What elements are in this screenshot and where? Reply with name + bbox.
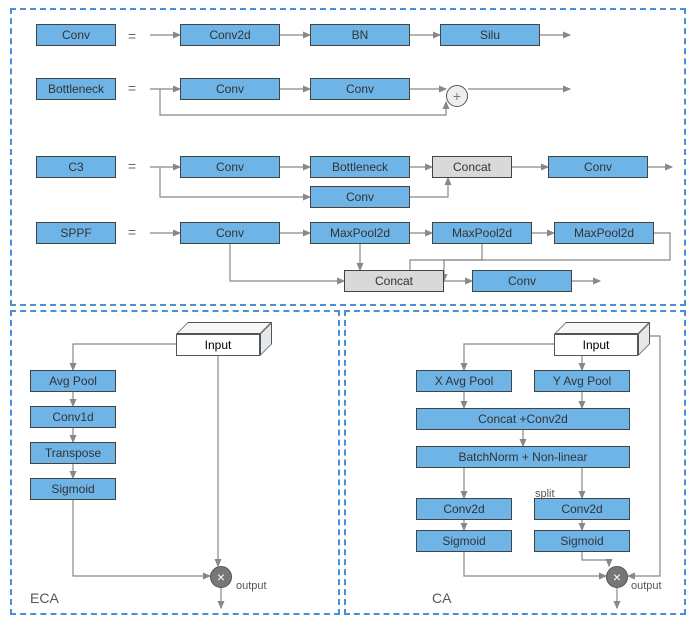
block-c3cat: Concat	[432, 156, 512, 178]
block-bnnl: BatchNorm + Non-linear	[416, 446, 630, 468]
input3d-eca: Input	[176, 322, 272, 356]
block-c3conv3: Conv	[548, 156, 648, 178]
block-catcv: Concat +Conv2d	[416, 408, 630, 430]
block-sigm_e: Sigmoid	[30, 478, 116, 500]
block-sppf: SPPF	[36, 222, 116, 244]
block-silu: Silu	[440, 24, 540, 46]
input3d-ca-label: Input	[554, 334, 638, 356]
block-c3: C3	[36, 156, 116, 178]
equals-1: =	[128, 80, 136, 96]
block-yavg: Y Avg Pool	[534, 370, 630, 392]
block-mp1: MaxPool2d	[310, 222, 410, 244]
block-mp2: MaxPool2d	[432, 222, 532, 244]
block-bconv1: Conv	[180, 78, 280, 100]
block-transp: Transpose	[30, 442, 116, 464]
block-conv2d: Conv2d	[180, 24, 280, 46]
circle-mult_ca: ×	[606, 566, 628, 588]
label-split: split	[535, 488, 555, 500]
label-ca: CA	[432, 590, 451, 606]
circle-plus: +	[446, 85, 468, 107]
block-sigmR: Sigmoid	[534, 530, 630, 552]
equals-0: =	[128, 28, 136, 44]
block-c3conv1: Conv	[180, 156, 280, 178]
equals-3: =	[128, 224, 136, 240]
block-bn: BN	[310, 24, 410, 46]
block-spconv1: Conv	[180, 222, 280, 244]
circle-mult_eca: ×	[210, 566, 232, 588]
block-mp3: MaxPool2d	[554, 222, 654, 244]
block-bconv2: Conv	[310, 78, 410, 100]
input3d-eca-label: Input	[176, 334, 260, 356]
equals-2: =	[128, 158, 136, 174]
block-conv1d: Conv1d	[30, 406, 116, 428]
block-xavg: X Avg Pool	[416, 370, 512, 392]
block-spcat: Concat	[344, 270, 444, 292]
block-avgpool: Avg Pool	[30, 370, 116, 392]
block-bneck: Bottleneck	[36, 78, 116, 100]
block-c3bneck: Bottleneck	[310, 156, 410, 178]
block-sigmL: Sigmoid	[416, 530, 512, 552]
label-out_ca: output	[631, 580, 662, 592]
block-spconv2: Conv	[472, 270, 572, 292]
label-out_eca: output	[236, 580, 267, 592]
block-c3conv2: Conv	[310, 186, 410, 208]
block-cv2dR: Conv2d	[534, 498, 630, 520]
input3d-ca: Input	[554, 322, 650, 356]
label-eca: ECA	[30, 590, 59, 606]
block-cv2dL: Conv2d	[416, 498, 512, 520]
block-conv: Conv	[36, 24, 116, 46]
